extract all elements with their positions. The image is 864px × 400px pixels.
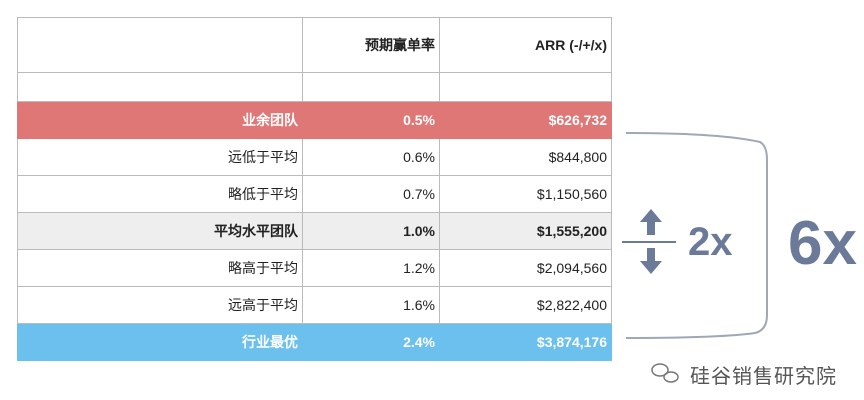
row-arr: $3,874,176 [439, 323, 612, 361]
row-label: 远低于平均 [17, 138, 303, 176]
row-arr: $844,800 [439, 138, 612, 176]
row-arr: $626,732 [439, 101, 612, 139]
row-label: 平均水平团队 [17, 212, 303, 250]
table-row: 略高于平均 1.2% $2,094,560 [17, 249, 612, 287]
outer-multiplier: 6x [788, 209, 857, 278]
table-row: 远低于平均 0.6% $844,800 [17, 138, 612, 176]
arr-table: 预期赢单率 ARR (-/+/x) 业余团队 0.5% $626,732 远低于平均 0… [17, 17, 612, 361]
header-label [17, 17, 303, 73]
up-arrow-icon [640, 209, 662, 235]
wechat-icon [651, 363, 679, 383]
row-rate: 1.0% [302, 212, 440, 250]
row-label: 略低于平均 [17, 175, 303, 213]
row-rate: 2.4% [302, 323, 440, 361]
watermark: 硅谷销售研究院 [690, 366, 837, 388]
table-row: 远高于平均 1.6% $2,822,400 [17, 286, 612, 324]
row-label: 行业最优 [17, 323, 303, 361]
table-row: 略低于平均 0.7% $1,150,560 [17, 175, 612, 213]
row-arr: $1,150,560 [439, 175, 612, 213]
row-arr: $1,555,200 [439, 212, 612, 250]
row-label: 略高于平均 [17, 249, 303, 287]
row-rate: 0.6% [302, 138, 440, 176]
down-arrow-icon [640, 248, 662, 274]
blank-row [17, 72, 612, 102]
bracket-line [625, 132, 768, 339]
row-label: 业余团队 [17, 101, 303, 139]
row-rate: 1.2% [302, 249, 440, 287]
table-row: 行业最优 2.4% $3,874,176 [17, 323, 612, 361]
table-row: 平均水平团队 1.0% $1,555,200 [17, 212, 612, 250]
row-rate: 1.6% [302, 286, 440, 324]
row-rate: 0.7% [302, 175, 440, 213]
row-arr: $2,822,400 [439, 286, 612, 324]
row-arr: $2,094,560 [439, 249, 612, 287]
table-row: 业余团队 0.5% $626,732 [17, 101, 612, 139]
inner-multiplier: 2x [688, 220, 733, 264]
row-rate: 0.5% [302, 101, 440, 139]
